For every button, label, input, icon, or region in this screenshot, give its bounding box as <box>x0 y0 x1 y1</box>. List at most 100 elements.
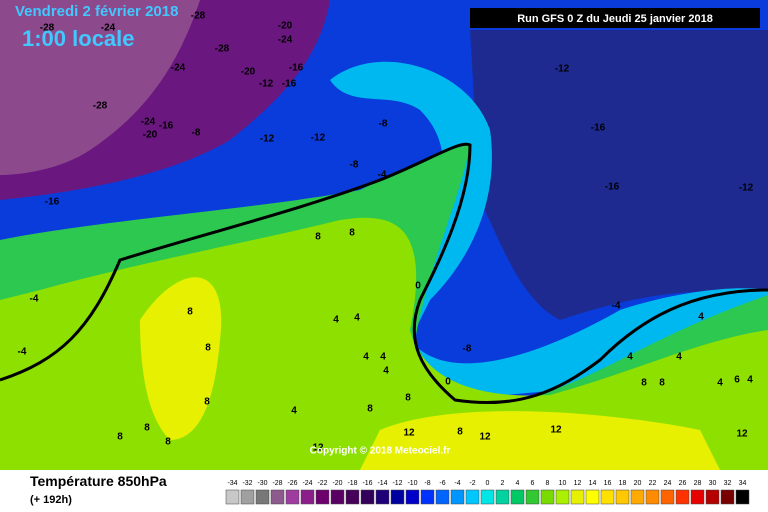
contour-label: -16 <box>45 197 60 208</box>
scale-swatch <box>525 489 540 505</box>
scale-label: -4 <box>454 480 460 487</box>
scale-label: -26 <box>287 480 297 487</box>
cold-core <box>0 0 200 175</box>
contour-label: -12 <box>260 134 275 145</box>
scale-swatch <box>660 489 675 505</box>
contour-label: -24 <box>101 23 116 34</box>
scale-label: 20 <box>634 480 642 487</box>
contour-label: -8 <box>379 119 388 130</box>
contour-label: 8 <box>641 378 647 389</box>
contour-label: -24 <box>278 35 293 46</box>
scale-label: -32 <box>242 480 252 487</box>
contour-label: 12 <box>550 425 562 436</box>
scale-label: -22 <box>317 480 327 487</box>
scale-label: -10 <box>407 480 417 487</box>
run-box <box>470 8 760 28</box>
contour-label: 4 <box>333 315 339 326</box>
contour-label: 8 <box>165 437 171 448</box>
contour-label: -16 <box>159 121 174 132</box>
scale-label: -30 <box>257 480 267 487</box>
scale-swatch <box>630 489 645 505</box>
scale-swatch <box>330 489 345 505</box>
scale-swatch <box>255 489 270 505</box>
scale-label: 18 <box>619 480 627 487</box>
contour-label: -24 <box>171 63 186 74</box>
contour-label: 8 <box>187 307 193 318</box>
scale-swatch <box>585 489 600 505</box>
scale-swatch <box>240 489 255 505</box>
contour-label: 6 <box>734 375 740 386</box>
contour-label: -28 <box>40 23 55 34</box>
contour-label: -4 <box>18 347 27 358</box>
scale-label: 4 <box>516 480 520 487</box>
contour-label: 8 <box>659 378 665 389</box>
scale-swatch <box>720 489 735 505</box>
run-info: Run GFS 0 Z du Jeudi 25 janvier 2018 <box>517 13 713 25</box>
contour-label: -16 <box>289 63 304 74</box>
scale-label: 26 <box>679 480 687 487</box>
contour-label: 8 <box>205 343 211 354</box>
scale-label: 14 <box>589 480 597 487</box>
contour-label: 4 <box>363 352 369 363</box>
contour-label: -4 <box>30 294 39 305</box>
contour-label: 8 <box>315 232 321 243</box>
scale-swatch <box>315 489 330 505</box>
valid-time: 1:00 locale <box>22 26 135 51</box>
field-title: Température 850hPa <box>30 473 167 489</box>
scale-label: -16 <box>362 480 372 487</box>
lead-time: (+ 192h) <box>30 494 72 506</box>
scale-label: -20 <box>332 480 342 487</box>
contour-label: -8 <box>463 344 472 355</box>
contour-label: -16 <box>605 182 620 193</box>
contour-label: 8 <box>367 404 373 415</box>
zero-contour <box>0 142 768 405</box>
scale-swatch <box>345 489 360 505</box>
scale-swatch <box>390 489 405 505</box>
scale-swatch <box>450 489 465 505</box>
contour-label: 4 <box>717 378 723 389</box>
scale-label: 10 <box>559 480 567 487</box>
scale-swatch <box>735 489 750 505</box>
scale-swatch <box>690 489 705 505</box>
scale-swatch <box>285 489 300 505</box>
contour-label: -4 <box>612 301 621 312</box>
cold-region-east <box>470 30 768 320</box>
scale-label: -6 <box>439 480 445 487</box>
scale-swatch <box>435 489 450 505</box>
scale-label: 24 <box>664 480 672 487</box>
contour-label: -16 <box>282 79 297 90</box>
scale-label: 0 <box>486 480 490 487</box>
contour-label: 8 <box>204 397 210 408</box>
scale-label: -2 <box>469 480 475 487</box>
contour-label: 8 <box>349 228 355 239</box>
scale-swatch <box>420 489 435 505</box>
contour-label: 8 <box>457 427 463 438</box>
scale-label: 22 <box>649 480 657 487</box>
contour-label: 12 <box>403 428 415 439</box>
scale-label: 16 <box>604 480 612 487</box>
scale-label: 12 <box>574 480 582 487</box>
contour-label: 4 <box>383 366 389 377</box>
contour-label: 4 <box>747 375 753 386</box>
scale-swatch <box>675 489 690 505</box>
copyright: Copyright © 2018 Meteociel.fr <box>310 446 451 457</box>
contour-label: -20 <box>241 67 256 78</box>
contour-label: -20 <box>143 130 158 141</box>
contour-label: -12 <box>739 183 754 194</box>
contour-label: -4 <box>378 170 387 181</box>
contour-label: -12 <box>259 79 274 90</box>
scale-swatch <box>495 489 510 505</box>
scale-swatch <box>555 489 570 505</box>
scale-label: -24 <box>302 480 312 487</box>
scale-label: 34 <box>739 480 747 487</box>
contour-label: 4 <box>380 352 386 363</box>
contour-label: -28 <box>215 44 230 55</box>
contour-label: -28 <box>93 101 108 112</box>
scale-swatch <box>465 489 480 505</box>
contour-label: 0 <box>415 281 421 292</box>
contour-label: 0 <box>445 377 451 388</box>
contour-label: -8 <box>350 160 359 171</box>
contour-labels: -28-28 -24-28-20-24-24 -20 -16-12 -16-28-24-… <box>18 11 754 454</box>
scale-swatch <box>270 489 285 505</box>
